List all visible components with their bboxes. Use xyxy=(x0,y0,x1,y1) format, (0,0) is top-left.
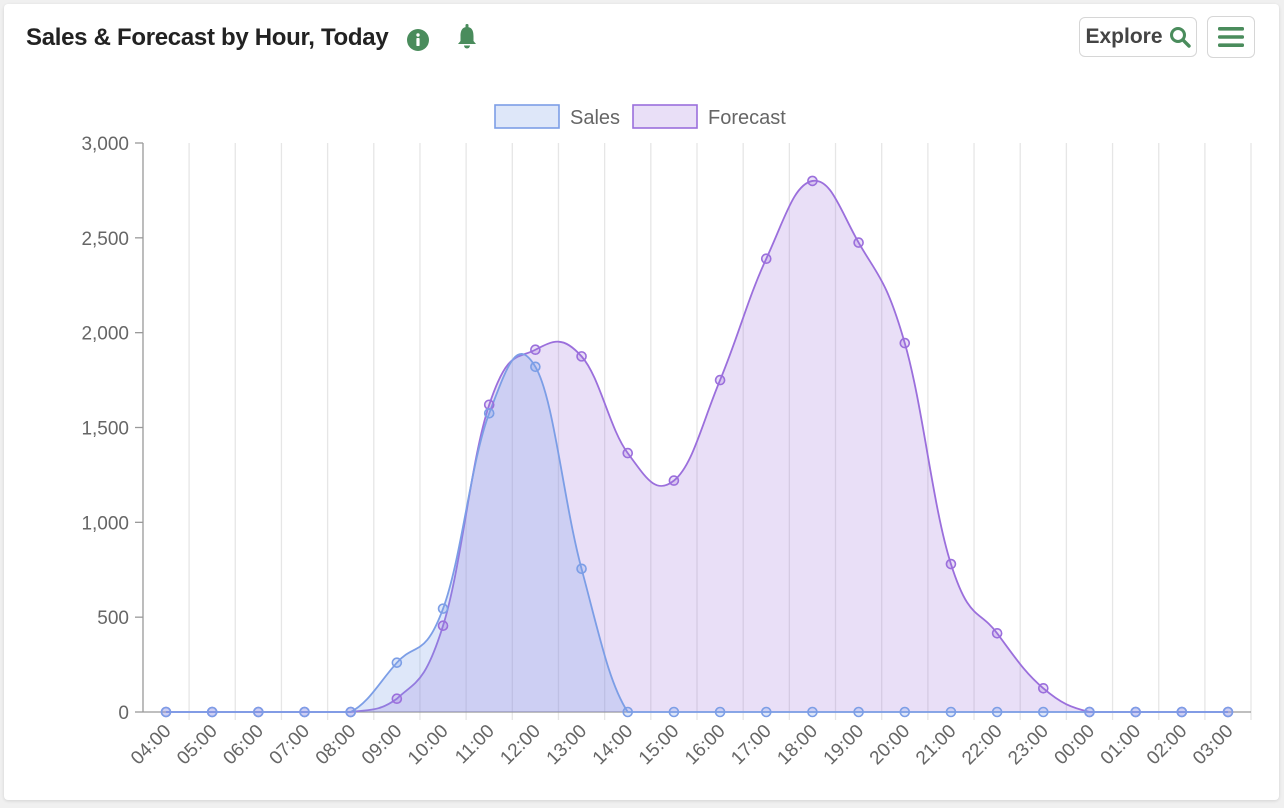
y-tick-label: 1,500 xyxy=(81,419,129,440)
x-tick-label: 15:00 xyxy=(635,721,683,769)
legend-swatch-forecast xyxy=(632,104,698,129)
legend-label-forecast: Forecast xyxy=(708,107,786,129)
sales-point xyxy=(853,706,864,718)
forecast-area xyxy=(166,180,1228,712)
x-tick-label: 00:00 xyxy=(1051,721,1099,769)
x-tick-label: 07:00 xyxy=(266,721,314,769)
x-tick-label: 04:00 xyxy=(127,721,175,769)
sales-line xyxy=(166,353,1228,713)
menu-button[interactable] xyxy=(1207,16,1255,58)
x-tick-label: 10:00 xyxy=(404,721,452,769)
forecast-point xyxy=(853,237,864,248)
sales-point xyxy=(1038,706,1049,718)
forecast-point xyxy=(945,558,957,570)
explore-label: Explore xyxy=(1085,25,1163,48)
sales-point xyxy=(760,706,772,718)
x-tick-label: 01:00 xyxy=(1097,721,1145,769)
y-tick-label: 2,000 xyxy=(81,324,129,345)
info-icon[interactable] xyxy=(406,28,430,52)
x-tick-label: 17:00 xyxy=(727,721,775,769)
y-tick-label: 0 xyxy=(118,703,129,724)
sales-point xyxy=(899,706,911,718)
sales-point xyxy=(945,706,957,718)
sales-point xyxy=(622,706,634,718)
x-tick-label: 14:00 xyxy=(589,721,637,769)
forecast-point xyxy=(991,627,1003,639)
x-tick-label: 18:00 xyxy=(774,721,822,769)
sales-point xyxy=(299,706,310,718)
x-tick-label: 21:00 xyxy=(912,721,960,769)
legend-label-sales: Sales xyxy=(570,107,620,129)
x-tick-label: 16:00 xyxy=(681,721,729,769)
sales-point xyxy=(345,706,356,718)
x-tick-label: 22:00 xyxy=(958,721,1006,769)
forecast-point xyxy=(899,337,911,349)
x-tick-label: 05:00 xyxy=(173,721,221,769)
card-title: Sales & Forecast by Hour, Today xyxy=(26,24,389,51)
y-tick-label: 1,000 xyxy=(81,513,129,534)
sales-point xyxy=(253,706,264,718)
y-tick-label: 500 xyxy=(97,608,129,629)
x-tick-label: 13:00 xyxy=(543,721,591,769)
forecast-point xyxy=(760,253,772,264)
sales-point xyxy=(1130,706,1141,718)
sales-point xyxy=(1084,706,1095,718)
sales-point xyxy=(1176,706,1188,718)
forecast-point xyxy=(807,175,818,187)
x-tick-label: 06:00 xyxy=(219,721,267,769)
explore-button[interactable]: Explore xyxy=(1079,17,1197,57)
x-tick-label: 08:00 xyxy=(312,721,360,769)
x-tick-label: 23:00 xyxy=(1004,721,1052,769)
y-tick-label: 2,500 xyxy=(81,229,129,250)
forecast-point xyxy=(668,475,680,486)
forecast-line xyxy=(166,180,1228,713)
x-tick-label: 20:00 xyxy=(866,721,914,769)
sales-point xyxy=(530,361,541,373)
forecast-point xyxy=(483,399,495,411)
x-tick-label: 02:00 xyxy=(1143,721,1191,769)
sales-point xyxy=(160,706,172,718)
forecast-point xyxy=(437,620,449,632)
sales-point xyxy=(714,706,726,718)
menu-icon xyxy=(1218,27,1244,47)
forecast-point xyxy=(530,344,541,356)
search-icon xyxy=(1169,27,1191,48)
forecast-point xyxy=(1038,682,1049,694)
bell-icon[interactable] xyxy=(455,24,479,50)
forecast-point xyxy=(714,374,726,386)
sales-point xyxy=(807,706,818,718)
sales-point xyxy=(991,706,1003,718)
forecast-point xyxy=(576,351,587,362)
sales-point xyxy=(483,407,495,419)
sales-point xyxy=(1222,706,1234,718)
x-tick-label: 11:00 xyxy=(451,721,498,768)
sales-point xyxy=(206,706,218,718)
forecast-point xyxy=(622,447,634,459)
sales-point xyxy=(437,603,449,614)
sales-point xyxy=(668,706,680,718)
legend-swatch-sales xyxy=(494,104,560,129)
forecast-point xyxy=(391,693,403,705)
x-tick-label: 19:00 xyxy=(820,721,868,769)
sales-point xyxy=(576,563,587,575)
sales-point xyxy=(391,657,403,668)
x-tick-label: 03:00 xyxy=(1189,721,1237,769)
x-tick-label: 09:00 xyxy=(358,721,406,769)
y-tick-label: 3,000 xyxy=(81,134,129,155)
x-tick-label: 12:00 xyxy=(496,721,544,769)
